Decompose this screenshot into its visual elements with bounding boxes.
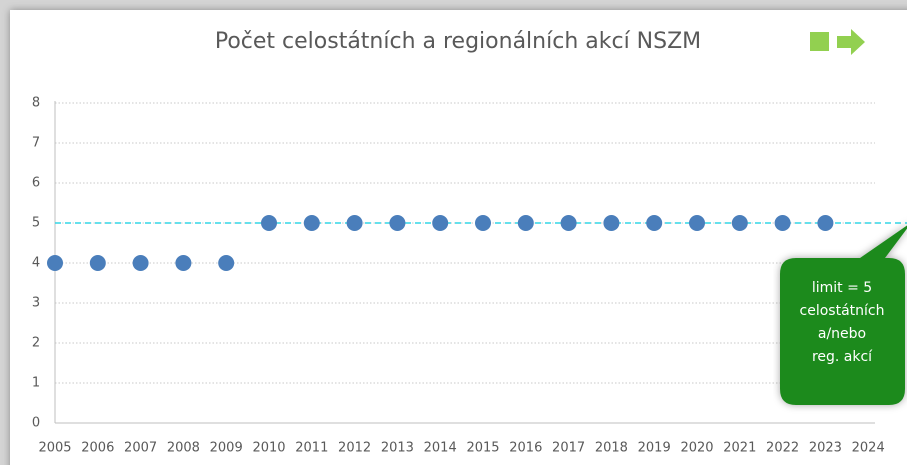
x-tick-label: 2013 xyxy=(381,441,414,456)
point xyxy=(432,215,449,231)
point xyxy=(689,215,705,231)
callout xyxy=(780,225,907,405)
point xyxy=(731,215,748,231)
callout-text: celostátních xyxy=(800,303,885,319)
x-tick-label: 2022 xyxy=(766,441,799,456)
x-tick-label: 2014 xyxy=(424,441,457,456)
y-tick-label: 5 xyxy=(32,216,40,231)
y-tick-label: 2 xyxy=(32,336,40,351)
point xyxy=(175,255,192,271)
y-tick-label: 3 xyxy=(32,296,40,311)
chart-title: Počet celostátních a regionálních akcí N… xyxy=(215,29,701,54)
x-tick-label: 2012 xyxy=(338,441,371,456)
callout-text: reg. akcí xyxy=(812,349,873,365)
nav-icon[interactable] xyxy=(810,32,829,51)
x-tick-label: 2015 xyxy=(466,441,499,456)
point xyxy=(389,215,406,231)
x-tick-label: 2007 xyxy=(124,441,157,456)
y-tick-label: 8 xyxy=(32,96,40,111)
x-tick-label: 2005 xyxy=(38,441,71,456)
x-tick-label: 2017 xyxy=(552,441,585,456)
x-tick-label: 2011 xyxy=(295,441,328,456)
x-tick-label: 2006 xyxy=(81,441,114,456)
y-tick-label: 4 xyxy=(32,256,40,271)
x-tick-label: 2023 xyxy=(809,441,842,456)
point xyxy=(89,255,106,271)
x-tick-label: 2018 xyxy=(595,441,628,456)
point xyxy=(517,215,534,231)
y-tick-label: 0 xyxy=(32,416,40,431)
x-tick-label: 2009 xyxy=(210,441,243,456)
point xyxy=(475,215,491,231)
y-tick-label: 6 xyxy=(32,176,40,191)
point xyxy=(261,215,277,231)
x-tick-label: 2008 xyxy=(167,441,200,456)
x-tick-label: 2024 xyxy=(852,441,885,456)
point xyxy=(560,215,577,231)
x-tick-label: 2020 xyxy=(680,441,713,456)
point xyxy=(817,215,834,231)
x-tick-label: 2019 xyxy=(638,441,671,456)
point xyxy=(132,255,149,271)
callout-text: limit = 5 xyxy=(812,280,872,296)
y-tick-label: 1 xyxy=(32,376,40,391)
y-tick-label: 7 xyxy=(32,136,40,151)
point xyxy=(47,255,63,271)
point xyxy=(646,215,663,231)
x-tick-label: 2021 xyxy=(723,441,756,456)
point xyxy=(774,215,791,231)
chart-area xyxy=(10,10,907,465)
point xyxy=(218,255,235,271)
point xyxy=(346,215,363,231)
x-tick-label: 2016 xyxy=(509,441,542,456)
next-arrow[interactable] xyxy=(837,29,865,55)
point xyxy=(603,215,620,231)
x-tick-label: 2010 xyxy=(252,441,285,456)
point xyxy=(303,215,320,231)
callout-text: a/nebo xyxy=(818,326,866,342)
